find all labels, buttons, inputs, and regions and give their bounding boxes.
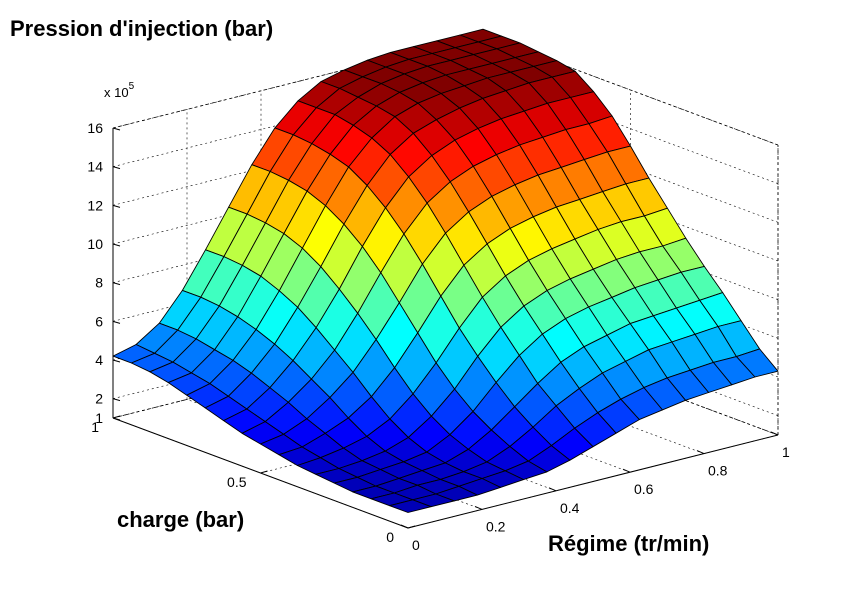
z-tick-label: 1: [95, 410, 103, 426]
z-tick-label: 12: [87, 197, 103, 213]
z-tick-label: 4: [95, 352, 103, 368]
x-tick-mark: [696, 450, 705, 455]
z-tick-label: 14: [87, 159, 103, 175]
x-tick-mark: [548, 487, 557, 492]
x-tick-label: 0.8: [708, 463, 728, 479]
z-tick-label: 2: [95, 391, 103, 407]
surface-mesh: [112, 28, 779, 513]
y-axis-label: charge (bar): [117, 507, 244, 532]
y-tick-label: 1: [91, 419, 99, 435]
x-axis-label: Régime (tr/min): [548, 531, 709, 556]
x-tick-label: 0.2: [486, 518, 506, 534]
z-tick-mark: [112, 282, 121, 286]
x-tick-label: 0: [412, 537, 420, 553]
x-tick-mark: [770, 431, 779, 436]
x-tick-label: 0.4: [560, 500, 580, 516]
z-tick-mark: [112, 127, 121, 131]
x-tick-mark: [622, 468, 631, 473]
z-tick-mark: [112, 243, 121, 247]
x-axis-ticks: 0 0.2 0.4 0.6 0.8 1: [400, 431, 790, 553]
x-axis-line: [407, 434, 779, 529]
x-tick-mark: [474, 505, 483, 510]
surface-patch: [389, 499, 432, 513]
y-axis-ticks: 00.51: [91, 415, 416, 545]
z-multiplier-label: x 105: [104, 81, 135, 100]
y-tick-mark: [260, 470, 268, 474]
z-tick-label: 10: [87, 236, 103, 252]
z-tick-mark: [112, 320, 121, 324]
x-tick-label: 1: [782, 444, 790, 460]
y-tick-mark: [407, 525, 416, 529]
z-tick-mark: [112, 359, 121, 363]
z-tick-mark: [112, 204, 121, 208]
z-tick-mark: [112, 417, 121, 421]
back-edge: [482, 34, 779, 146]
z-tick-mark: [112, 166, 121, 170]
x-tick-label: 0.6: [634, 481, 654, 497]
y-tick-label: 0: [386, 529, 394, 545]
z-gridline: [112, 34, 484, 129]
y-tick-label: 0.5: [227, 474, 247, 490]
z-tick-label: 8: [95, 275, 103, 291]
z-tick-label: 16: [87, 120, 103, 136]
chart-title: Pression d'injection (bar): [10, 16, 273, 41]
y-tick-mark: [112, 415, 121, 419]
z-tick-mark: [112, 398, 121, 402]
z-tick-label: 6: [95, 313, 103, 329]
x-tick-mark: [400, 524, 409, 529]
